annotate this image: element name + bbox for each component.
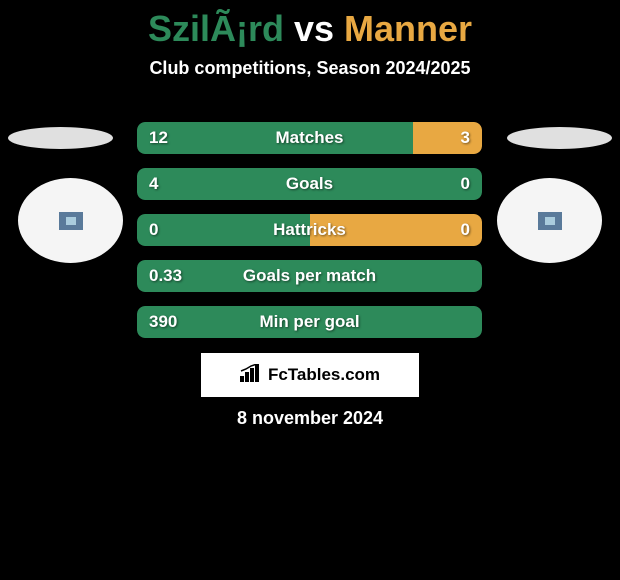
stat-value-right: 0 xyxy=(461,220,470,240)
stat-value-right: 3 xyxy=(461,128,470,148)
stat-label: Goals per match xyxy=(243,266,376,286)
logo-box: FcTables.com xyxy=(201,353,419,397)
stat-bar-right xyxy=(413,122,482,154)
vs-text: vs xyxy=(294,8,334,49)
stat-label: Min per goal xyxy=(259,312,359,332)
avatar-icon xyxy=(59,212,83,230)
stat-value-left: 390 xyxy=(149,312,177,332)
stat-row: 0 Hattricks 0 xyxy=(137,214,482,246)
player1-ellipse xyxy=(8,127,113,149)
date-text: 8 november 2024 xyxy=(237,408,383,429)
logo-chart-icon xyxy=(240,364,262,387)
stat-value-left: 0 xyxy=(149,220,158,240)
player2-name: Manner xyxy=(344,8,472,49)
logo-text: FcTables.com xyxy=(268,365,380,385)
stat-row: 4 Goals 0 xyxy=(137,168,482,200)
stat-label: Hattricks xyxy=(273,220,346,240)
player1-name: SzilÃ¡rd xyxy=(148,8,284,49)
page-title: SzilÃ¡rd vs Manner xyxy=(0,0,620,50)
stat-row: 390 Min per goal xyxy=(137,306,482,338)
player2-ellipse xyxy=(507,127,612,149)
stat-value-left: 12 xyxy=(149,128,168,148)
subtitle-text: Club competitions, Season 2024/2025 xyxy=(0,58,620,79)
stats-area: 12 Matches 3 4 Goals 0 0 Hattricks 0 0.33 Goals pe… xyxy=(137,122,482,352)
stat-value-right: 0 xyxy=(461,174,470,194)
stat-row: 0.33 Goals per match xyxy=(137,260,482,292)
stat-label: Goals xyxy=(286,174,333,194)
stat-value-left: 4 xyxy=(149,174,158,194)
player2-avatar xyxy=(497,178,602,263)
stat-value-left: 0.33 xyxy=(149,266,182,286)
avatar-icon xyxy=(538,212,562,230)
stat-row: 12 Matches 3 xyxy=(137,122,482,154)
stat-label: Matches xyxy=(275,128,343,148)
player1-avatar xyxy=(18,178,123,263)
main-container: SzilÃ¡rd vs Manner Club competitions, Se… xyxy=(0,0,620,580)
